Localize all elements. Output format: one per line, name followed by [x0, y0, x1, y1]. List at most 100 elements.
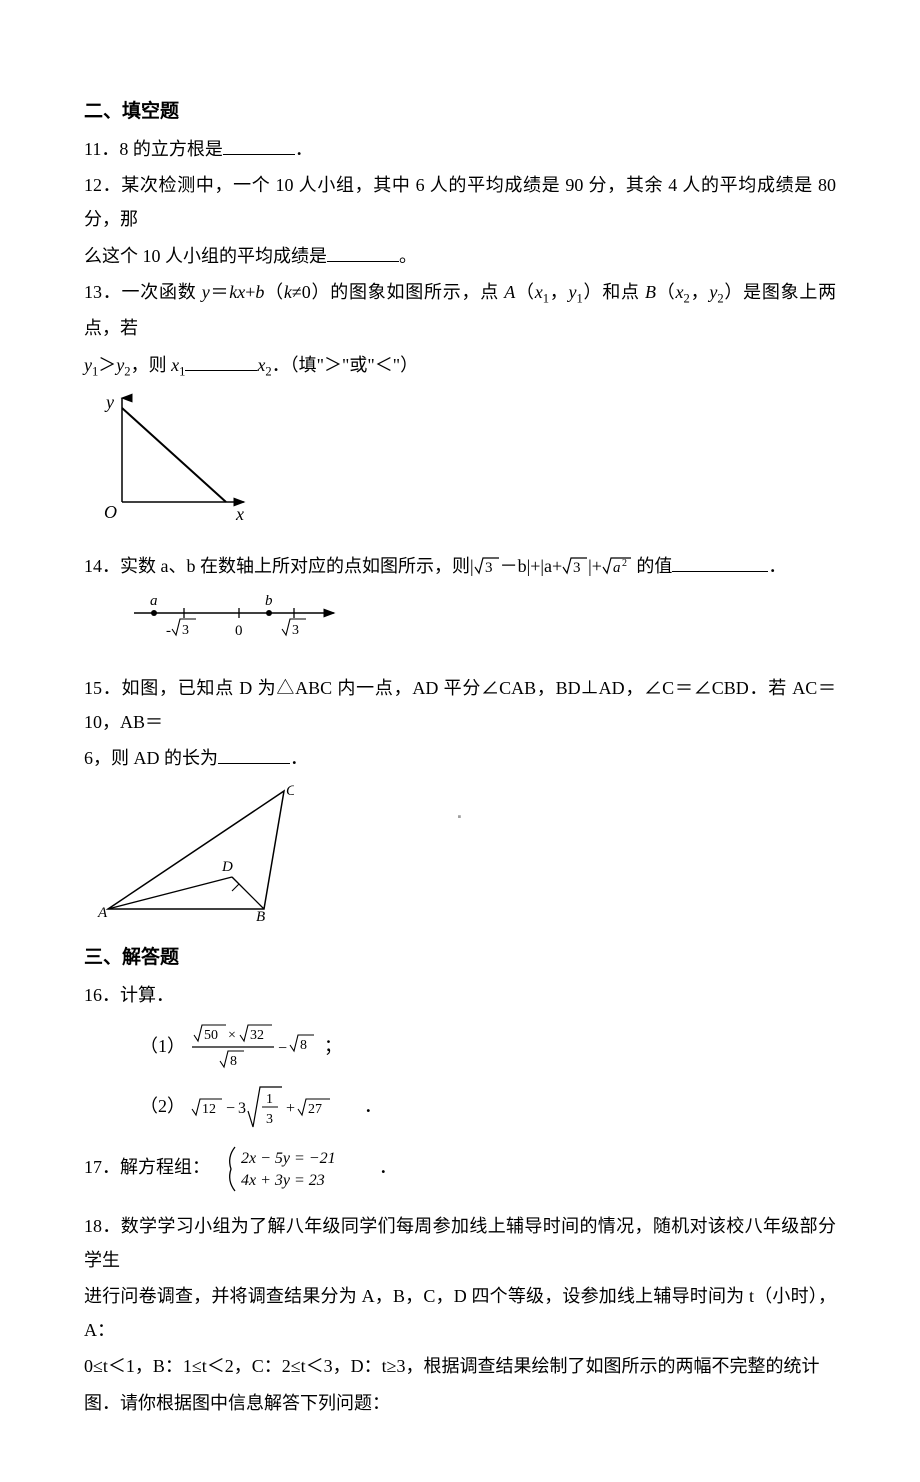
q14-seg1: 实数 a、b 在数轴上所对应的点如图所示，则|	[120, 556, 474, 576]
q15-number: 15．	[84, 678, 122, 698]
label-y: y	[104, 392, 114, 412]
triangle-abc	[108, 791, 284, 909]
question-13-line2: y1＞y2，则 x1x2．（填"＞"或"＜"）	[84, 348, 836, 385]
point-a	[151, 610, 157, 616]
svg-text:1: 1	[266, 1092, 273, 1107]
svg-text:8: 8	[300, 1038, 307, 1053]
q13-Apl: （	[515, 282, 535, 302]
section-2-title: 二、填空题	[84, 94, 836, 130]
q13-x2: x	[676, 282, 684, 302]
q13-seg1: 一次函数	[122, 282, 202, 302]
q17-period: ．	[379, 1157, 397, 1177]
q14-svg: a - 3 0 b 3	[114, 589, 354, 651]
q13-neq: ≠0	[292, 282, 311, 302]
svg-text:50: 50	[204, 1028, 218, 1043]
q13-Bpr: ）	[724, 282, 744, 302]
q14-figure: a - 3 0 b 3	[114, 589, 836, 662]
q13-B: B	[645, 282, 656, 302]
label-B: B	[256, 909, 265, 921]
q18-line2: 进行问卷调查，并将调查结果分为 A，B，C，D 四个等级，设参加线上辅导时间为 …	[84, 1286, 836, 1340]
q13-A: A	[504, 282, 515, 302]
q13-svg: O x y	[84, 390, 254, 530]
q13l2-y1: y	[84, 355, 92, 375]
q11-number: 11．	[84, 139, 119, 159]
q16-p1-semi: ；	[324, 1036, 342, 1056]
sqrt-a2-icon: a2	[602, 554, 632, 576]
svg-text:8: 8	[230, 1054, 237, 1069]
label-D: D	[221, 859, 233, 875]
q13-seg2: 的图象如图所示，点	[330, 282, 504, 302]
point-b	[266, 610, 272, 616]
label-0: 0	[235, 623, 243, 639]
sqrt3-icon: 3	[474, 554, 500, 576]
q16-p1-label: （1）	[140, 1036, 185, 1056]
svg-text:3: 3	[266, 1112, 273, 1127]
q14-seg2: －b|+|a+	[500, 556, 563, 576]
q16-p2-label: （2）	[140, 1096, 185, 1116]
q11-text-before: 8 的立方根是	[119, 139, 223, 159]
label-a: a	[150, 593, 158, 609]
svg-text:12: 12	[202, 1102, 216, 1117]
label-negsqrt3: - 3	[166, 619, 196, 639]
q13-plus: +	[245, 282, 255, 302]
sqrt3b-icon: 3	[562, 554, 588, 576]
question-18: 18．数学学习小组为了解八年级同学们每周参加线上辅导时间的情况，随机对该校八年级…	[84, 1209, 836, 1277]
label-sqrt3: 3	[282, 619, 306, 638]
section-3-title: 三、解答题	[84, 940, 836, 976]
svg-text:3: 3	[485, 560, 493, 576]
q16-p1-expr: 50 × 32 8 − 8	[190, 1021, 320, 1075]
q13-Bpl: （	[656, 282, 676, 302]
q14-number: 14．	[84, 556, 120, 576]
q15-figure: A B C D	[94, 781, 836, 932]
question-12: 12．某次检测中，一个 10 人小组，其中 6 人的平均成绩是 90 分，其余 …	[84, 168, 836, 236]
q16-p2-period: ．	[364, 1096, 382, 1116]
q15-svg: A B C D	[94, 781, 294, 921]
q13-Apr: ）	[583, 282, 603, 302]
q15-line1: 如图，已知点 D 为△ABC 内一点，AD 平分∠CAB，BD⊥AD，∠C＝∠C…	[84, 678, 836, 732]
svg-text:2: 2	[622, 558, 627, 569]
question-11: 11．8 的立方根是．	[84, 132, 836, 166]
q13-y: y	[202, 282, 210, 302]
label-C: C	[286, 783, 294, 799]
function-line	[122, 408, 226, 502]
q12-line2-text: 么这个 10 人小组的平均成绩是	[84, 246, 327, 266]
q18-line1: 数学学习小组为了解八年级同学们每周参加线上辅导时间的情况，随机对该校八年级部分学…	[84, 1216, 836, 1270]
svg-text:−: −	[226, 1100, 235, 1117]
q16-part2: （2） 12 − 3 1 3 + 27 ．	[140, 1083, 836, 1133]
q18-line3: 0≤t＜1，B：1≤t＜2，C：2≤t＜3，D：t≥3，根据调查结果绘制了如图所…	[84, 1356, 820, 1376]
svg-text:3: 3	[182, 623, 189, 638]
q11-blank	[223, 138, 295, 155]
svg-text:+: +	[286, 1100, 295, 1117]
q14-seg4: 的值	[632, 556, 673, 576]
q13-k: k	[284, 282, 292, 302]
q13-figure: O x y	[84, 390, 836, 541]
question-18-line3: 0≤t＜1，B：1≤t＜2，C：2≤t＜3，D：t≥3，根据调查结果绘制了如图所…	[84, 1349, 836, 1383]
q13-seg3: 和点	[602, 282, 645, 302]
svg-text:32: 32	[250, 1028, 264, 1043]
q12-line1: 某次检测中，一个 10 人小组，其中 6 人的平均成绩是 90 分，其余 4 人…	[84, 175, 836, 229]
q13-paren-l: （	[264, 282, 284, 302]
question-18-line4: 图．请你根据图中信息解答下列问题：	[84, 1386, 836, 1420]
q16-part1: （1） 50 × 32 8 − 8 ；	[140, 1021, 836, 1075]
q13-y1: y	[569, 282, 577, 302]
q15-tail: ．	[290, 748, 308, 768]
q16-number: 16．	[84, 985, 120, 1005]
q18-line4: 图．请你根据图中信息解答下列问题：	[84, 1393, 390, 1413]
q15-line2: 6，则 AD 的长为	[84, 748, 218, 768]
q17-eq2: 4x + 3y = 23	[241, 1172, 325, 1189]
question-12-line2: 么这个 10 人小组的平均成绩是。	[84, 239, 836, 273]
question-18-line2: 进行问卷调查，并将调查结果分为 A，B，C，D 四个等级，设参加线上辅导时间为 …	[84, 1279, 836, 1347]
label-A: A	[97, 905, 108, 921]
segment-ad	[108, 877, 232, 909]
question-13: 13．一次函数 y＝kx+b（k≠0）的图象如图所示，点 A（x1，y1）和点 …	[84, 275, 836, 346]
q12-blank	[327, 244, 399, 261]
q15-blank	[218, 747, 290, 764]
svg-text:3: 3	[238, 1100, 246, 1117]
q17-text: 解方程组：	[120, 1157, 210, 1177]
question-14: 14．实数 a、b 在数轴上所对应的点如图所示，则|3－b|+|a+3|+a2 …	[84, 549, 836, 583]
question-15: 15．如图，已知点 D 为△ABC 内一点，AD 平分∠CAB，BD⊥AD，∠C…	[84, 671, 836, 739]
svg-text:−: −	[278, 1040, 287, 1057]
brace-icon	[229, 1147, 234, 1191]
svg-text:-: -	[166, 623, 171, 639]
q13-number: 13．	[84, 282, 122, 302]
